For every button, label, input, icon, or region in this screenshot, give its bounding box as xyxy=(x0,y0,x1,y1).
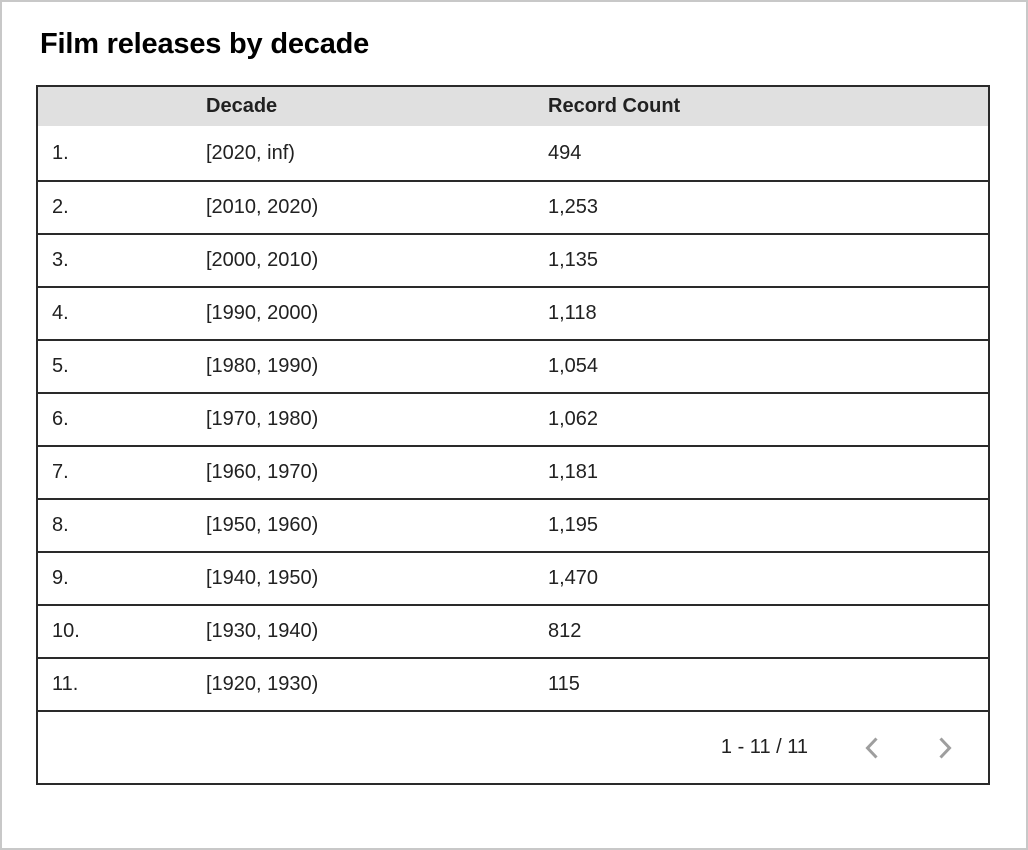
table-body: 1. [2020, inf) 494 2. [2010, 2020) 1,253 3. [20… xyxy=(37,126,989,711)
table-row: 2. [2010, 2020) 1,253 xyxy=(37,180,989,234)
table-row: 9. [1940, 1950) 1,470 xyxy=(37,551,989,605)
row-index-cell: 4. xyxy=(37,286,192,340)
decade-cell: [1970, 1980) xyxy=(192,392,534,446)
next-page-button[interactable] xyxy=(923,726,967,770)
table-row: 3. [2000, 2010) 1,135 xyxy=(37,233,989,287)
decade-cell: [1950, 1960) xyxy=(192,498,534,552)
table-row: 11. [1920, 1930) 115 xyxy=(37,657,989,711)
pagination-row: 1 - 11 / 11 xyxy=(37,710,989,784)
table-row: 5. [1980, 1990) 1,054 xyxy=(37,339,989,393)
table-row: 8. [1950, 1960) 1,195 xyxy=(37,498,989,552)
decade-cell: [1940, 1950) xyxy=(192,551,534,605)
chevron-left-icon xyxy=(864,736,878,759)
decade-cell: [2000, 2010) xyxy=(192,233,534,287)
decade-column-header[interactable]: Decade xyxy=(192,86,534,126)
table-row: 7. [1960, 1970) 1,181 xyxy=(37,445,989,499)
row-index-cell: 10. xyxy=(37,604,192,658)
record-count-cell: 1,181 xyxy=(534,445,989,499)
table-row: 10. [1930, 1940) 812 xyxy=(37,604,989,658)
decade-cell: [1920, 1930) xyxy=(192,657,534,711)
record-count-cell: 1,470 xyxy=(534,551,989,605)
pagination-range-label: 1 - 11 / 11 xyxy=(720,736,808,758)
film-releases-table: Decade Record Count 1. [2020, inf) 494 2. [2… xyxy=(36,85,990,785)
row-index-cell: 7. xyxy=(37,445,192,499)
row-number-column-header xyxy=(37,86,192,126)
record-count-cell: 1,195 xyxy=(534,498,989,552)
record-count-cell: 1,135 xyxy=(534,233,989,287)
table-row: 1. [2020, inf) 494 xyxy=(37,126,989,181)
row-index-cell: 8. xyxy=(37,498,192,552)
table-row: 6. [1970, 1980) 1,062 xyxy=(37,392,989,446)
decade-cell: [1930, 1940) xyxy=(192,604,534,658)
table-header: Decade Record Count xyxy=(37,86,989,126)
table-footer: 1 - 11 / 11 xyxy=(37,710,989,784)
row-index-cell: 1. xyxy=(52,141,69,164)
row-index-cell: 5. xyxy=(37,339,192,393)
pagination: 1 - 11 / 11 xyxy=(38,726,988,770)
record-count-cell: 494 xyxy=(548,141,582,164)
record-count-cell: 812 xyxy=(534,604,989,658)
row-index-cell: 2. xyxy=(37,180,192,234)
record-count-cell: 115 xyxy=(534,657,989,711)
row-index-cell: 9. xyxy=(37,551,192,605)
record-count-column-header[interactable]: Record Count xyxy=(534,86,989,126)
record-count-cell: 1,054 xyxy=(534,339,989,393)
previous-page-button[interactable] xyxy=(849,726,893,770)
record-count-cell: 1,118 xyxy=(534,286,989,340)
chevron-right-icon xyxy=(938,736,952,759)
decade-cell: [1990, 2000) xyxy=(192,286,534,340)
decade-cell: [2020, inf) xyxy=(206,141,295,164)
chart-title: Film releases by decade xyxy=(40,28,370,60)
row-index-cell: 3. xyxy=(37,233,192,287)
decade-cell: [1960, 1970) xyxy=(192,445,534,499)
decade-cell: [1980, 1990) xyxy=(192,339,534,393)
record-count-cell: 1,253 xyxy=(534,180,989,234)
row-index-cell: 11. xyxy=(37,657,192,711)
row-index-cell: 6. xyxy=(37,392,192,446)
record-count-cell: 1,062 xyxy=(534,392,989,446)
table-header-row: Decade Record Count xyxy=(37,86,989,126)
table-row: 4. [1990, 2000) 1,118 xyxy=(37,286,989,340)
decade-cell: [2010, 2020) xyxy=(192,180,534,234)
